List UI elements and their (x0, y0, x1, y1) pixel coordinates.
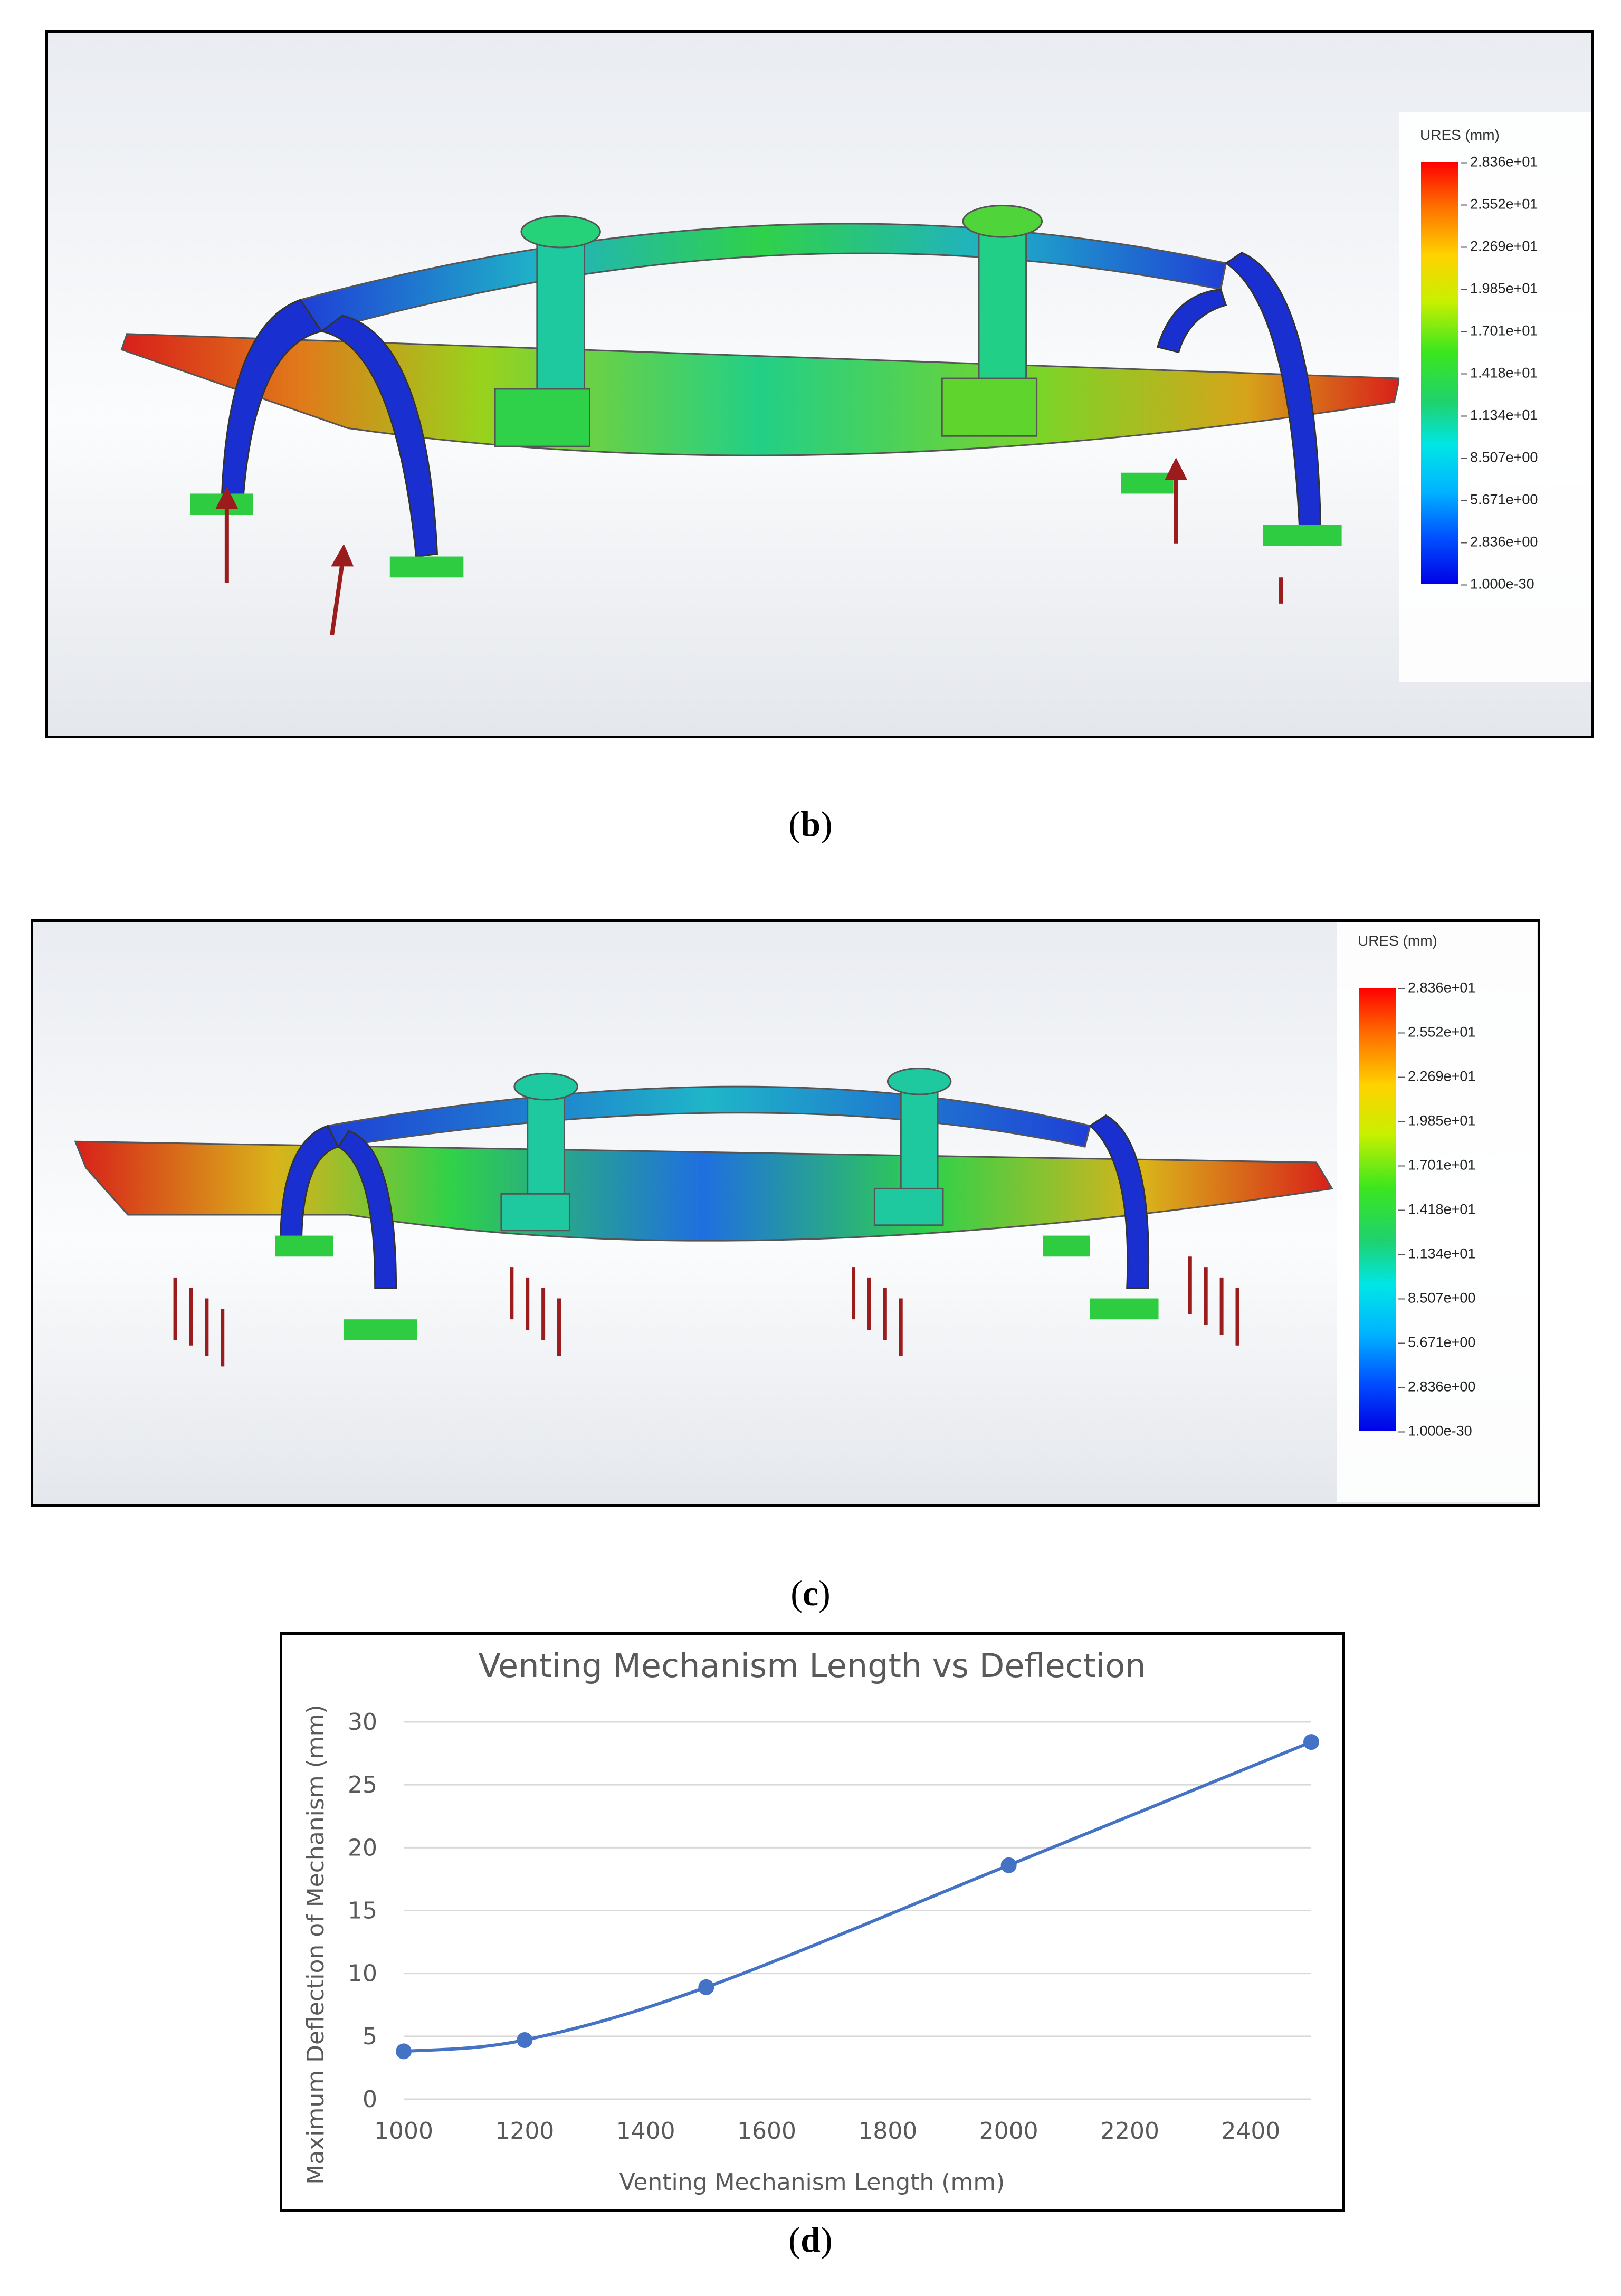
caption-c: (c) (790, 1573, 831, 1613)
legend-c-tick-1: 2.552e+01 (1398, 1024, 1476, 1040)
series-line (403, 1740, 1312, 2053)
x-tick-labels: 1000 1200 1400 1600 1800 2000 2200 2400 (374, 2118, 1280, 2145)
legend-b-tick-3: 1.985e+01 (1460, 280, 1538, 297)
y-tick-4: 20 (348, 1834, 377, 1861)
legend-b-tick-2: 2.269e+01 (1460, 238, 1538, 254)
y-tick-2: 10 (348, 1960, 377, 1987)
chart-d: Venting Mechanism Length vs Deflection 0… (280, 1632, 1345, 2212)
x-tick-6: 2200 (1100, 2118, 1159, 2145)
deflection-render-c (74, 1067, 1333, 1367)
y-tick-6: 30 (348, 1709, 377, 1736)
colorbar-b (1421, 162, 1458, 584)
data-point-0 (396, 2043, 412, 2060)
legend-c-tick-3: 1.985e+01 (1398, 1112, 1476, 1129)
legend-title-c: URES (mm) (1358, 932, 1437, 949)
x-tick-0: 1000 (374, 2118, 433, 2145)
legend-b-tick-5: 1.418e+01 (1460, 365, 1538, 381)
x-tick-2: 1400 (616, 2118, 675, 2145)
y-tick-3: 15 (348, 1898, 377, 1925)
colorbar-c (1359, 988, 1396, 1431)
legend-c-tick-7: 8.507e+00 (1398, 1290, 1476, 1306)
legend-b-tick-7: 8.507e+00 (1460, 449, 1538, 465)
legend-b-tick-10: 1.000e-30 (1461, 576, 1534, 592)
legend-c: URES (mm) 2.836e+01 2.552e+01 2.269e+01 1.9… (1337, 922, 1537, 1502)
x-tick-4: 1800 (858, 2118, 917, 2145)
legend-b-tick-1: 2.552e+01 (1460, 196, 1538, 212)
legend-c-tick-10: 1.000e-30 (1398, 1423, 1472, 1439)
data-point-2 (698, 1979, 714, 1995)
series-points (396, 1734, 1319, 2060)
caption-d: (d) (788, 2219, 833, 2260)
y-tick-0: 0 (363, 2086, 377, 2113)
legend-c-tick-2: 2.269e+01 (1398, 1068, 1476, 1084)
gridlines (404, 1721, 1311, 2100)
x-tick-3: 1600 (737, 2118, 796, 2145)
legend-b-tick-0: 2.836e+01 (1460, 154, 1538, 170)
legend-b: URES (mm) 2.836e+01 2.552e+01 2.269e+01 1.9… (1399, 112, 1591, 682)
legend-title-b: URES (mm) (1420, 127, 1500, 143)
legend-c-tick-5: 1.418e+01 (1398, 1201, 1476, 1217)
legend-c-tick-6: 1.134e+01 (1398, 1245, 1476, 1262)
data-point-1 (517, 2032, 533, 2048)
legend-c-tick-9: 2.836e+00 (1398, 1378, 1476, 1395)
simulation-panel-b: URES (mm) 2.836e+01 2.552e+01 2.269e+01 1.9… (45, 30, 1594, 738)
data-point-4 (1303, 1734, 1319, 1750)
y-tick-5: 25 (348, 1771, 377, 1798)
chart-title: Venting Mechanism Length vs Deflection (478, 1646, 1146, 1685)
caption-b: (b) (788, 804, 833, 844)
data-point-3 (1000, 1857, 1017, 1873)
legend-b-tick-8: 5.671e+00 (1460, 491, 1538, 508)
x-tick-5: 2000 (979, 2118, 1038, 2145)
legend-b-tick-9: 2.836e+00 (1460, 533, 1538, 550)
legend-b-tick-6: 1.134e+01 (1460, 407, 1538, 423)
x-tick-7: 2400 (1221, 2118, 1280, 2145)
legend-c-tick-4: 1.701e+01 (1398, 1157, 1476, 1173)
chart-svg: Venting Mechanism Length vs Deflection 0… (302, 1646, 1319, 2196)
y-tick-labels: 0 5 10 15 20 25 30 (348, 1709, 377, 2113)
legend-b-tick-4: 1.701e+01 (1460, 322, 1538, 339)
legend-c-tick-0: 2.836e+01 (1398, 979, 1476, 996)
y-axis-label: Maximum Deflection of Mechanism (mm) (302, 1704, 329, 2184)
deflection-render-b (120, 205, 1401, 635)
x-axis-label: Venting Mechanism Length (mm) (619, 2169, 1005, 2196)
legend-c-tick-8: 5.671e+00 (1398, 1334, 1476, 1350)
simulation-panel-c: URES (mm) 2.836e+01 2.552e+01 2.269e+01 1.9… (31, 919, 1540, 1507)
x-tick-1: 1200 (495, 2118, 554, 2145)
y-tick-1: 5 (363, 2023, 377, 2050)
